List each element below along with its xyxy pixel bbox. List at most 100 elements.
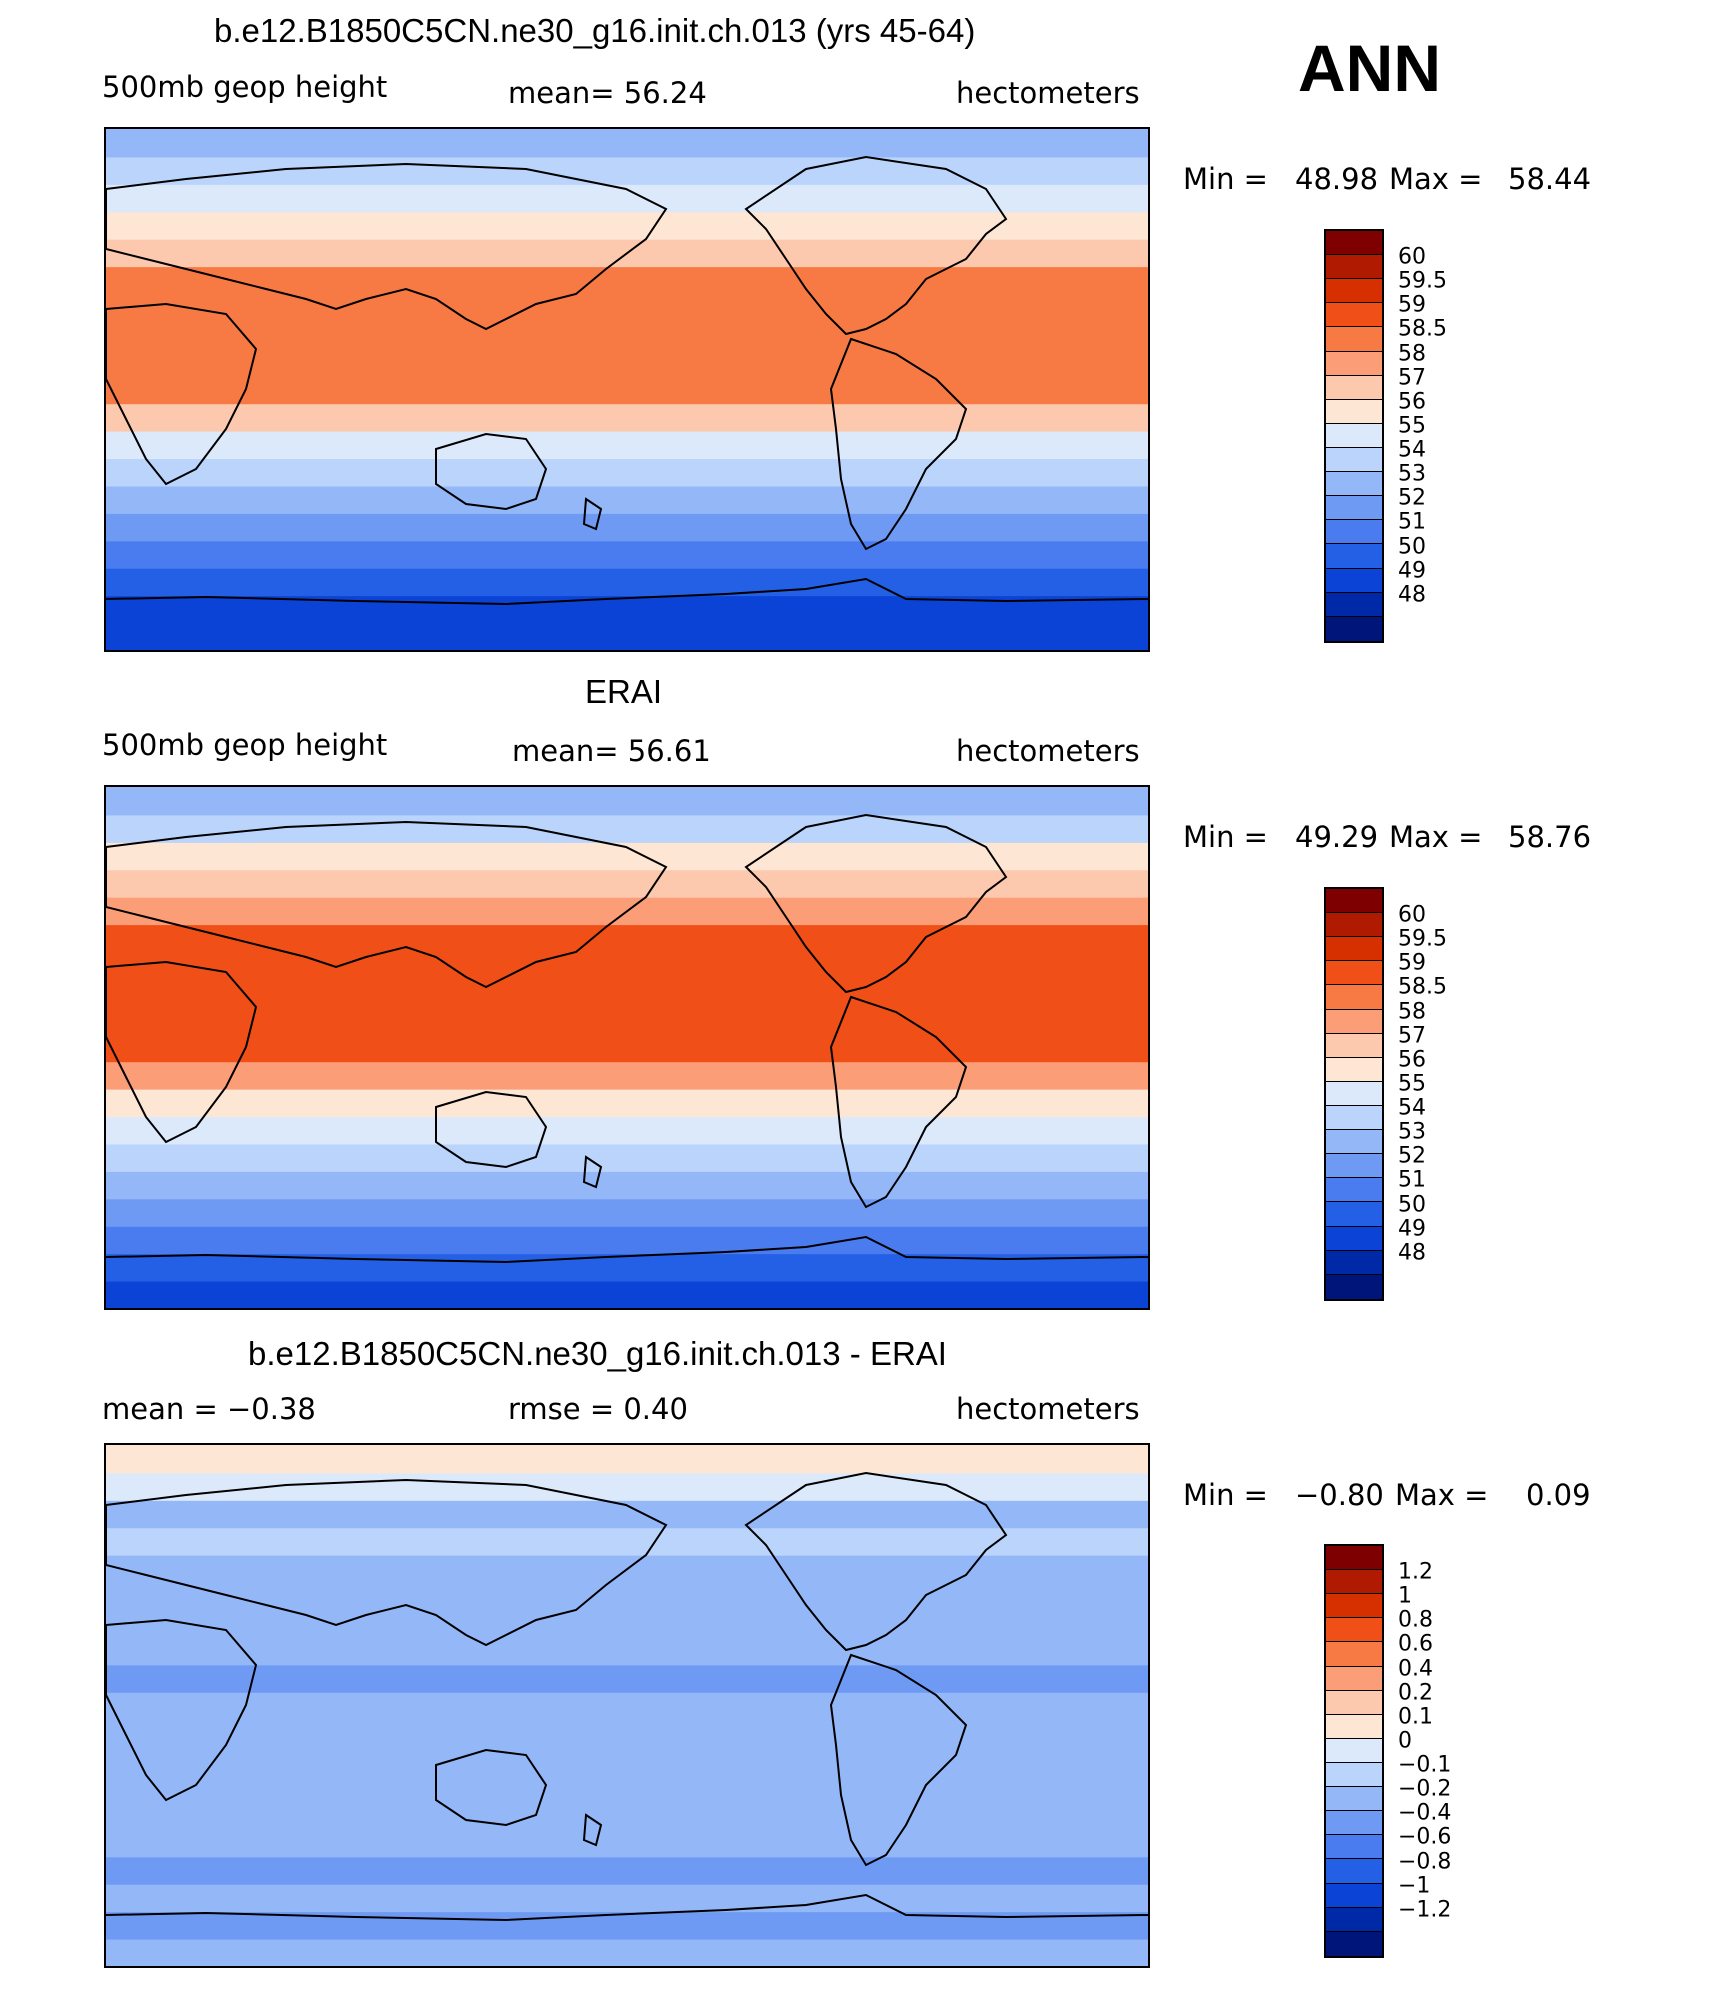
field-band	[106, 1445, 1148, 1474]
field-band	[106, 1006, 1148, 1035]
field-band	[106, 1609, 1148, 1638]
panel-2-colorbar	[1324, 887, 1384, 1301]
season-label: ANN	[1298, 31, 1441, 105]
colorbar-swatch	[1326, 399, 1382, 424]
colorbar-tick-label: 59.5	[1398, 926, 1447, 952]
field-band	[106, 266, 1148, 295]
field-band	[106, 924, 1148, 953]
colorbar-tick-label: 58.5	[1398, 316, 1447, 342]
colorbar-swatch	[1326, 1859, 1382, 1884]
panel-2-max-value: 58.76	[1508, 820, 1592, 854]
coastline	[106, 820, 668, 989]
panel-2-min-label: Min =	[1183, 820, 1268, 854]
panel-3-mean-label: mean = −0.38	[102, 1392, 316, 1426]
field-band	[106, 1664, 1148, 1693]
colorbar-tick-label: 58.5	[1398, 974, 1447, 1000]
colorbar-swatch	[1326, 1178, 1382, 1203]
colorbar-swatch	[1326, 1835, 1382, 1860]
coastline	[106, 1893, 1148, 1922]
colorbar-swatch	[1326, 351, 1382, 376]
colorbar-tick-label: 59	[1398, 292, 1426, 318]
panel-2-max-label: Max =	[1389, 820, 1483, 854]
field-band	[106, 1828, 1148, 1858]
panel-3-title: b.e12.B1850C5CN.ne30_g16.init.ch.013 - E…	[248, 1335, 947, 1372]
coastline	[744, 1471, 1008, 1652]
coastline	[106, 1618, 258, 1802]
field-band	[106, 1225, 1148, 1255]
panel-3-min-label: Min =	[1183, 1478, 1268, 1512]
colorbar-swatch	[1326, 520, 1382, 545]
field-band	[106, 869, 1148, 898]
colorbar-swatch	[1326, 985, 1382, 1010]
colorbar-swatch	[1326, 1714, 1382, 1739]
panel-1-max-label: Max =	[1389, 162, 1483, 196]
colorbar-swatch	[1326, 961, 1382, 986]
colorbar-swatch	[1326, 544, 1382, 569]
field-band	[106, 1746, 1148, 1776]
colorbar-swatch	[1326, 447, 1382, 473]
colorbar-tick-label: 53	[1398, 461, 1426, 487]
colorbar-tick-label: 57	[1398, 365, 1426, 391]
coastline	[106, 162, 668, 331]
colorbar-tick-label: 50	[1398, 534, 1426, 560]
field-band	[106, 1636, 1148, 1666]
colorbar-tick-label: 52	[1398, 1143, 1426, 1169]
panel-3-colorbar	[1324, 1544, 1384, 1958]
colorbar-swatch	[1326, 1546, 1382, 1571]
panel-1-colorbar	[1324, 229, 1384, 643]
colorbar-tick-label: 48	[1398, 1240, 1426, 1266]
colorbar-tick-label: 0.6	[1398, 1631, 1433, 1657]
colorbar-tick-label: 59.5	[1398, 268, 1447, 294]
colorbar-tick-label: 55	[1398, 1071, 1426, 1097]
coastline	[744, 813, 1008, 994]
colorbar-tick-label: 53	[1398, 1119, 1426, 1145]
colorbar-swatch	[1326, 1130, 1382, 1155]
colorbar-tick-label: 54	[1398, 437, 1426, 463]
colorbar-tick-label: −0.1	[1398, 1752, 1452, 1778]
colorbar-swatch	[1326, 1274, 1382, 1299]
field-band	[106, 1856, 1148, 1885]
field-band	[106, 403, 1148, 432]
field-band	[106, 512, 1148, 542]
colorbar-tick-label: 56	[1398, 1047, 1426, 1073]
colorbar-tick-label: −0.8	[1398, 1849, 1452, 1875]
coastline	[829, 995, 968, 1209]
coastline	[106, 577, 1148, 606]
panel-1-min-label: Min =	[1183, 162, 1268, 196]
coastline	[435, 1090, 548, 1169]
field-band	[106, 978, 1148, 1008]
field-band	[106, 430, 1148, 460]
field-band	[106, 1280, 1148, 1308]
colorbar-tick-label: −1.2	[1398, 1897, 1452, 1923]
colorbar-swatch	[1326, 1666, 1382, 1691]
field-band	[106, 787, 1148, 816]
field-band	[106, 1143, 1148, 1172]
panel-1-max-value: 58.44	[1508, 162, 1592, 196]
colorbar-tick-label: 0.1	[1398, 1704, 1433, 1730]
panel-1-map	[104, 127, 1150, 652]
field-band	[106, 1061, 1148, 1090]
colorbar-swatch	[1326, 1931, 1382, 1956]
panel-3-rmse-label: rmse = 0.40	[508, 1392, 688, 1426]
field-band	[106, 1170, 1148, 1200]
colorbar-tick-label: 51	[1398, 1167, 1426, 1193]
colorbar-tick-label: 60	[1398, 902, 1426, 928]
field-band	[106, 375, 1148, 405]
panel-2-map	[104, 785, 1150, 1310]
colorbar-swatch	[1326, 568, 1382, 593]
coastline	[106, 960, 258, 1144]
field-band	[106, 1527, 1148, 1556]
colorbar-tick-label: 56	[1398, 389, 1426, 415]
colorbar-swatch	[1326, 375, 1382, 400]
colorbar-swatch	[1326, 1154, 1382, 1179]
panel-3-max-label: Max =	[1395, 1478, 1489, 1512]
colorbar-swatch	[1326, 1033, 1382, 1058]
coastline	[582, 497, 603, 531]
colorbar-swatch	[1326, 1570, 1382, 1595]
panel-2-min-value: 49.29	[1295, 820, 1379, 854]
colorbar-swatch	[1326, 1250, 1382, 1275]
panel-2-mean-label: mean= 56.61	[512, 734, 711, 768]
panel-3-max-value: 0.09	[1526, 1478, 1591, 1512]
field-band	[106, 1801, 1148, 1830]
colorbar-tick-label: 59	[1398, 950, 1426, 976]
